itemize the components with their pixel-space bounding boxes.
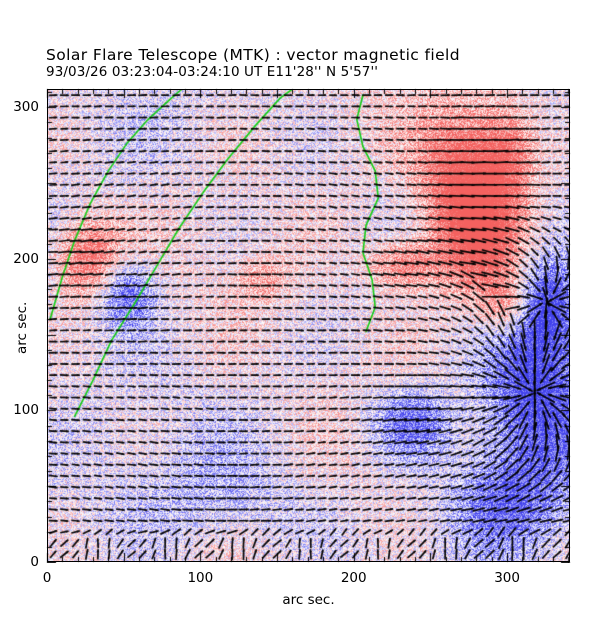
x-tick-label-100: 100 xyxy=(187,570,214,586)
x-tick-label-300: 300 xyxy=(494,570,520,586)
figure-subtitle: 93/03/26 03:23:04-03:24:10 UT E11'28'' N… xyxy=(46,64,379,80)
y-tick-label-200: 200 xyxy=(13,250,39,267)
x-tick-label-0: 0 xyxy=(42,570,52,586)
figure-title: Solar Flare Telescope (MTK) : vector mag… xyxy=(46,46,460,64)
axis-tick-marks xyxy=(46,88,571,563)
y-axis-title: arc sec. xyxy=(14,301,30,354)
y-tick-label-300: 300 xyxy=(13,99,39,116)
figure-title-block: Solar Flare Telescope (MTK) : vector mag… xyxy=(46,46,586,80)
x-axis-title: arc sec. xyxy=(282,592,335,608)
x-tick-label-200: 200 xyxy=(340,570,367,586)
y-tick-label-0: 0 xyxy=(30,554,39,570)
y-tick-label-100: 100 xyxy=(13,402,39,419)
